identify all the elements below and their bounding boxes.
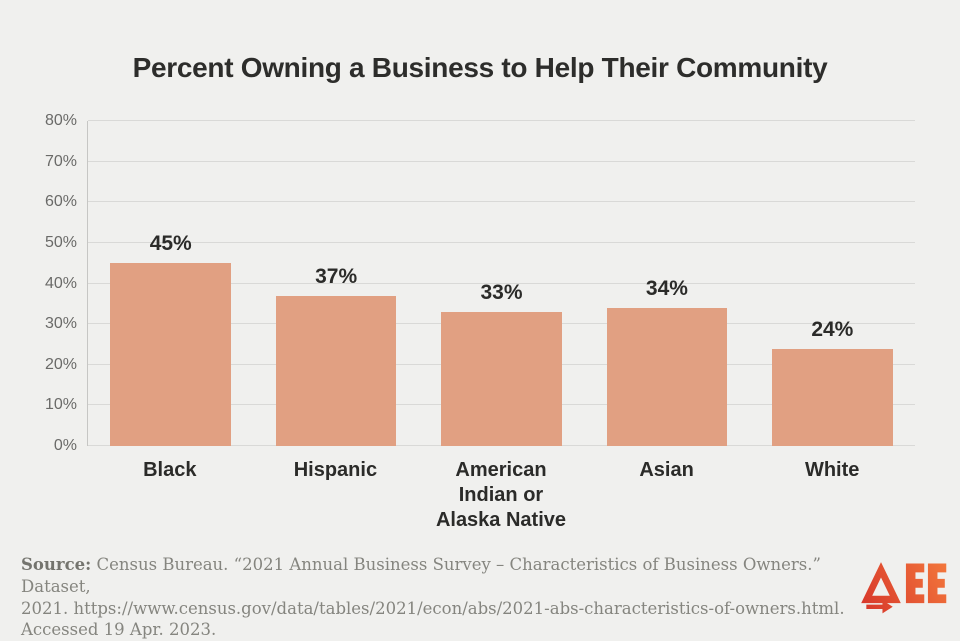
bar-value-label: 34% (645, 276, 688, 300)
y-axis: 0% 10% 20% 30% 40% 50% 60% 70% 80% (0, 113, 77, 454)
y-tick-label: 20% (44, 355, 77, 373)
bar-value-label: 33% (480, 280, 523, 304)
x-category-label: White (804, 459, 860, 481)
gridline (88, 160, 915, 162)
source-text: Census Bureau. “2021 Annual Business Sur… (21, 555, 845, 640)
x-category-label: Asian (639, 459, 694, 481)
chart-title: Percent Owning a Business to Help Their … (132, 52, 828, 83)
y-tick-label: 0% (53, 437, 77, 454)
bar-chart-plot-area: 45% 37% 33% 34% 24% (87, 120, 915, 446)
bar-value-label: 24% (811, 317, 854, 341)
bar-value-label: 45% (149, 232, 192, 256)
x-category-label: Hispanic (293, 459, 378, 481)
bar (275, 295, 397, 446)
source-label: Source: (21, 555, 92, 574)
bar-group: 24% (750, 121, 915, 446)
bar-group: 37% (253, 121, 418, 446)
source-citation: Source: Census Bureau. “2021 Annual Busi… (21, 554, 861, 641)
y-tick-label: 40% (44, 274, 77, 292)
y-tick-label: 60% (44, 193, 77, 211)
bar (606, 307, 728, 446)
bar-group: 34% (584, 121, 749, 446)
x-axis-category-labels: Black Hispanic American Indian or Alaska N… (87, 458, 915, 533)
x-category-label: American Indian or Alaska Native (435, 459, 567, 531)
gridline (88, 120, 915, 121)
y-tick-label: 70% (44, 152, 77, 170)
aee-logo-icon (861, 562, 947, 614)
aee-logo (859, 559, 947, 615)
x-category-label: Black (143, 459, 197, 481)
gridline (88, 241, 915, 243)
y-tick-label: 10% (44, 396, 77, 414)
bar-group: 33% (419, 121, 584, 446)
bar-value-label: 37% (315, 264, 358, 288)
bar (771, 348, 893, 446)
y-tick-label: 30% (44, 315, 77, 333)
y-tick-label: 50% (44, 233, 77, 251)
bar-group: 45% (88, 121, 253, 446)
gridline (88, 282, 915, 284)
gridline (88, 201, 915, 203)
bar (441, 311, 562, 446)
bar (110, 263, 232, 446)
y-tick-label: 80% (44, 112, 77, 129)
